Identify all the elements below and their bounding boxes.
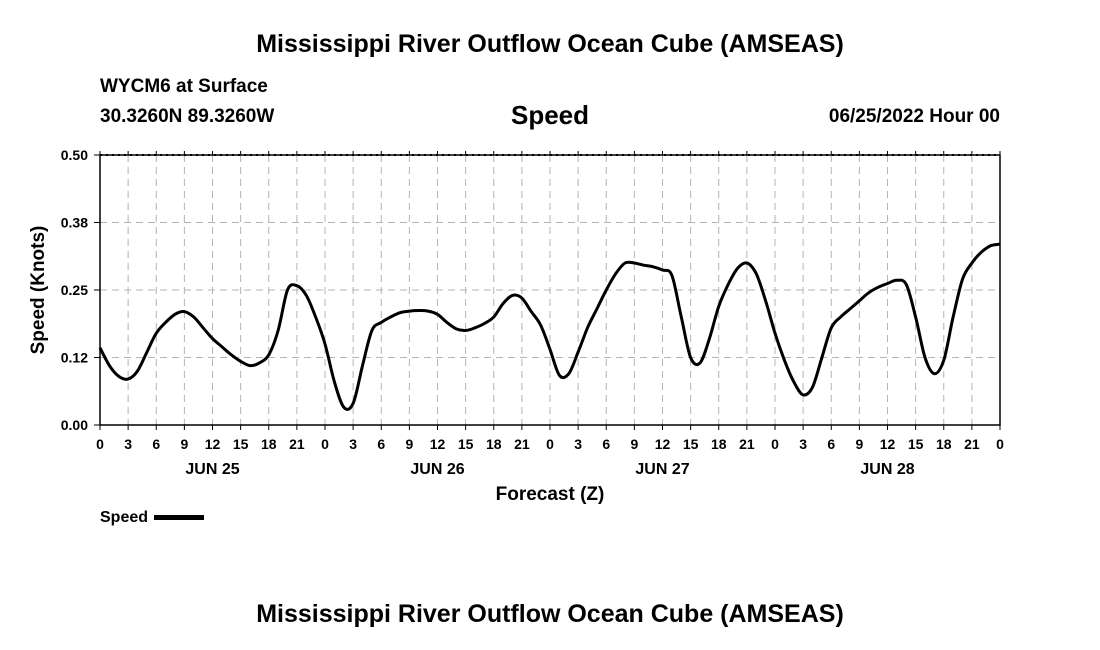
- x-tick-label: 9: [405, 436, 413, 452]
- x-tick-label: 15: [233, 436, 249, 452]
- y-tick-label: 0.25: [61, 282, 88, 298]
- x-tick-label: 6: [377, 436, 385, 452]
- x-tick-label: 18: [711, 436, 727, 452]
- x-tick-label: 21: [289, 436, 305, 452]
- x-tick-label: 6: [602, 436, 610, 452]
- y-axis-title: Speed (Knots): [28, 226, 49, 355]
- x-tick-label: 12: [205, 436, 221, 452]
- x-tick-label: 0: [321, 436, 329, 452]
- legend-label: Speed: [100, 509, 149, 526]
- x-tick-label: 0: [771, 436, 779, 452]
- x-axis-title: Forecast (Z): [496, 484, 605, 505]
- x-tick-label: 0: [96, 436, 104, 452]
- x-tick-label: 18: [936, 436, 952, 452]
- legend: Speed: [100, 509, 205, 527]
- x-tick-label: 18: [486, 436, 502, 452]
- day-label: JUN 27: [635, 461, 689, 478]
- x-tick-label: 12: [655, 436, 671, 452]
- x-tick-label: 9: [855, 436, 863, 452]
- speed-series-line: [98, 242, 1001, 411]
- y-tick-label: 0.50: [61, 147, 88, 163]
- page-title: Mississippi River Outflow Ocean Cube (AM…: [256, 30, 844, 58]
- x-tick-label: 3: [574, 436, 582, 452]
- x-tick-label: 12: [430, 436, 446, 452]
- x-tick-label: 18: [261, 436, 277, 452]
- x-tick-label: 15: [908, 436, 924, 452]
- x-tick-label: 0: [546, 436, 554, 452]
- x-tick-label: 15: [458, 436, 474, 452]
- x-tick-label: 21: [514, 436, 530, 452]
- coordinates-label: 30.3260N 89.3260W: [100, 106, 275, 127]
- day-label: JUN 25: [185, 461, 239, 478]
- axes: 0 3 6 9 12 15 18 21 0 3 6 9 12 15 18 21 0 3 6 9 12 15 18 21 0 3 6 9…: [61, 147, 1004, 478]
- x-tick-label: 9: [630, 436, 638, 452]
- chart-title: Speed: [510, 100, 590, 130]
- x-tick-label: 6: [827, 436, 835, 452]
- x-tick-label: 3: [124, 436, 132, 452]
- x-tick-label: 9: [180, 436, 188, 452]
- x-tick-label: 12: [880, 436, 896, 452]
- page-title-bottom: Mississippi River Outflow Ocean Cube (AM…: [256, 600, 844, 628]
- x-tick-label: 21: [964, 436, 980, 452]
- x-tick-label: 3: [349, 436, 357, 452]
- station-label: WYCM6 at Surface: [100, 76, 268, 97]
- grid-lines: [100, 155, 1000, 425]
- x-tick-label: 15: [683, 436, 699, 452]
- y-tick-label: 0.12: [61, 350, 88, 366]
- legend-swatch: [154, 515, 205, 521]
- x-tick-label: 21: [739, 436, 755, 452]
- y-tick-label: 0.00: [61, 417, 88, 433]
- y-tick-label: 0.38: [61, 215, 88, 231]
- day-label: JUN 26: [410, 461, 464, 478]
- day-label: JUN 28: [860, 461, 914, 478]
- x-tick-label: 0: [996, 436, 1004, 452]
- x-tick-label: 6: [152, 436, 160, 452]
- forecast-datetime: 06/25/2022 Hour 00: [828, 106, 1000, 127]
- x-tick-label: 3: [799, 436, 807, 452]
